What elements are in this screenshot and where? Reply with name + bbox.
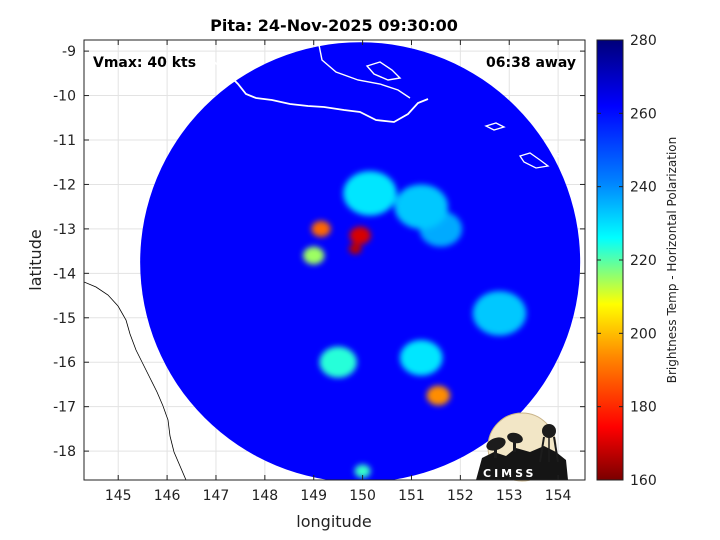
convection-feature — [349, 226, 371, 245]
x-axis-label: longitude — [296, 512, 371, 531]
convection-feature — [303, 246, 325, 265]
axes-frame — [83, 39, 586, 481]
x-tick-label: 154 — [545, 488, 572, 504]
y-tick-label: -17 — [53, 400, 76, 416]
y-tick-label: -16 — [53, 355, 76, 371]
colorbar-tick-label: 220 — [630, 253, 657, 269]
x-tick-label: 146 — [154, 488, 181, 504]
time-away-label: 06:38 away — [486, 55, 576, 71]
convection-feature — [426, 385, 451, 406]
y-tick-label: -18 — [53, 444, 76, 460]
colorbar-label: Brightness Temp - Horizontal Polarizatio… — [665, 137, 679, 384]
convection-feature — [311, 220, 331, 237]
x-tick-label: 150 — [349, 488, 376, 504]
colorbar-tick-label: 240 — [630, 180, 657, 196]
coastline — [84, 40, 576, 480]
y-tick-label: -10 — [53, 89, 76, 105]
x-tick-label: 153 — [496, 488, 523, 504]
colorbar-tick-label: 160 — [630, 473, 657, 489]
y-tick-label: -9 — [62, 44, 76, 60]
logo-text: CIMSS — [483, 467, 536, 480]
x-axis-ticks: 145 146 147 148 149 150 151 152 153 154 — [105, 40, 572, 504]
y-axis-ticks: -9 -10 -11 -12 -13 -14 -15 -16 -17 -18 — [53, 44, 585, 460]
swath-disk — [140, 42, 581, 480]
x-tick-label: 145 — [105, 488, 132, 504]
x-tick-label: 151 — [398, 488, 425, 504]
y-tick-label: -12 — [53, 177, 76, 193]
colorbar-tick-label: 260 — [630, 106, 657, 122]
convection-feature — [399, 340, 443, 376]
colorbar-ticks: 280 260 240 220 200 180 160 — [597, 33, 657, 489]
x-tick-label: 149 — [300, 488, 327, 504]
colorbar-tick-label: 280 — [630, 33, 657, 49]
convection-feature — [394, 184, 448, 229]
convection-feature — [348, 243, 362, 255]
x-tick-label: 148 — [251, 488, 278, 504]
y-tick-label: -13 — [53, 222, 76, 238]
y-tick-label: -11 — [53, 133, 76, 149]
x-tick-label: 152 — [447, 488, 474, 504]
cimss-logo: CIMSS — [476, 412, 568, 482]
convection-feature — [354, 464, 371, 478]
convection-feature — [319, 346, 357, 378]
y-tick-label: -15 — [53, 311, 76, 327]
colorbar-tick-label: 180 — [630, 400, 657, 416]
brightness-swath — [140, 42, 581, 480]
y-tick-label: -14 — [53, 266, 76, 282]
y-axis-label: latitude — [26, 229, 45, 290]
chart-title: Pita: 24-Nov-2025 09:30:00 — [210, 16, 458, 35]
vmax-label: Vmax: 40 kts — [93, 55, 196, 71]
convection-feature — [472, 291, 527, 336]
colorbar-tick-label: 200 — [630, 326, 657, 342]
colorbar — [596, 39, 624, 481]
x-tick-label: 147 — [203, 488, 230, 504]
convection-feature — [343, 171, 397, 216]
